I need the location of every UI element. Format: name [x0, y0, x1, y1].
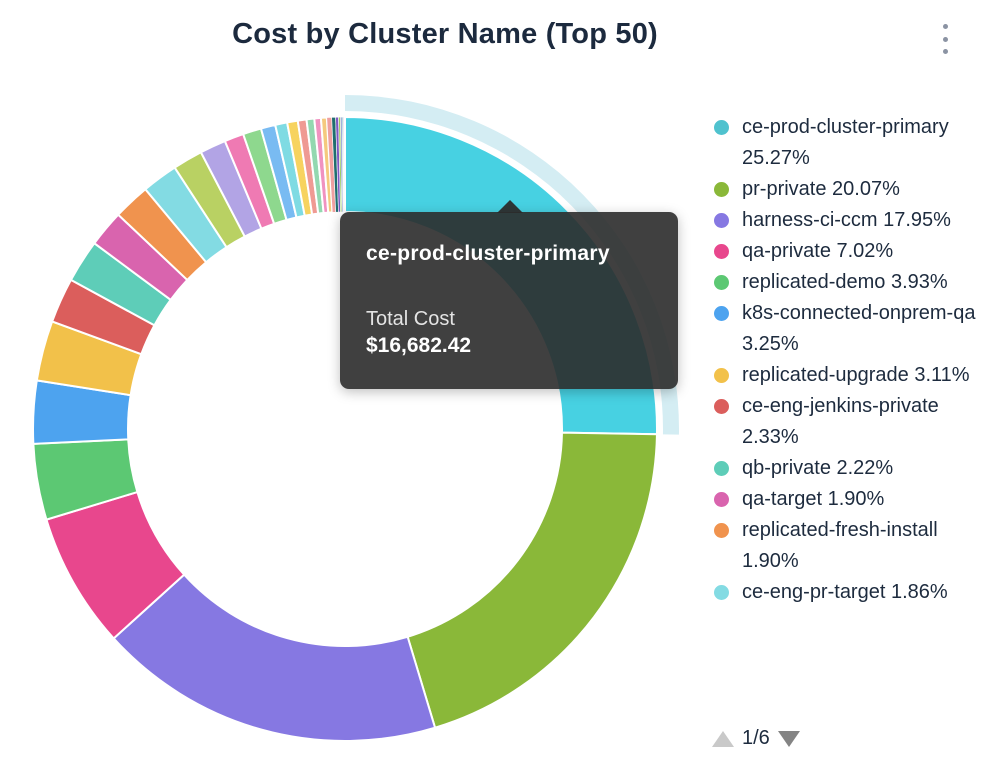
- legend-label: qb-private 2.22%: [742, 457, 894, 479]
- legend-dot-icon: [714, 368, 729, 383]
- pie-slice-pr-private[interactable]: [406, 431, 658, 729]
- legend-prev-button triangle-up-icon[interactable]: [712, 730, 734, 747]
- kebab-icon: [942, 24, 948, 29]
- legend-dot-icon: [714, 213, 729, 228]
- legend-dot-icon: [714, 275, 729, 290]
- legend-label: pr-private 20.07%: [742, 178, 900, 200]
- legend-items: ce-prod-cluster-primary 25.27% pr-private…: [712, 112, 978, 713]
- legend-page-indicator: 1/6: [742, 727, 770, 749]
- legend-label: ce-eng-jenkins-private 2.33%: [742, 395, 939, 448]
- legend-pager: 1/6: [712, 727, 800, 750]
- legend-dot-icon: [714, 399, 729, 414]
- legend-item-ce-eng-jenkins-private[interactable]: ce-eng-jenkins-private 2.33%: [712, 391, 978, 453]
- legend-dot-icon: [714, 306, 729, 321]
- legend-label: qa-private 7.02%: [742, 240, 894, 262]
- legend-dot-icon: [714, 244, 729, 259]
- tooltip-value: $16,682.42: [366, 334, 472, 357]
- kebab-icon: [942, 49, 948, 54]
- legend-label: replicated-upgrade 3.11%: [742, 364, 970, 386]
- legend-label: ce-prod-cluster-primary 25.27%: [742, 116, 949, 169]
- chart-title: Cost by Cluster Name (Top 50): [232, 18, 658, 50]
- legend-item-qa-private[interactable]: qa-private 7.02%: [712, 236, 978, 267]
- legend-item-ce-prod-cluster-primary[interactable]: ce-prod-cluster-primary 25.27%: [712, 112, 978, 174]
- legend-item-qb-private[interactable]: qb-private 2.22%: [712, 453, 978, 484]
- legend-label: harness-ci-ccm 17.95%: [742, 209, 951, 231]
- legend-dot-icon: [714, 523, 729, 538]
- legend-item-harness-ci-ccm[interactable]: harness-ci-ccm 17.95%: [712, 205, 978, 236]
- legend-label: qa-target 1.90%: [742, 488, 885, 510]
- tooltip-metric-label: Total Cost: [366, 308, 455, 330]
- legend-item-replicated-demo[interactable]: replicated-demo 3.93%: [712, 267, 978, 298]
- legend-label: replicated-fresh-install 1.90%: [742, 519, 938, 572]
- menu-button[interactable]: [936, 24, 954, 54]
- legend-item-pr-private[interactable]: pr-private 20.07%: [712, 174, 978, 205]
- legend-dot-icon: [714, 461, 729, 476]
- legend-label: ce-eng-pr-target 1.86%: [742, 581, 948, 603]
- legend-item-replicated-upgrade[interactable]: replicated-upgrade 3.11%: [712, 360, 978, 391]
- legend-item-replicated-fresh-install[interactable]: replicated-fresh-install 1.90%: [712, 515, 978, 577]
- donut-chart: [32, 95, 679, 742]
- chart-tooltip: ce-prod-cluster-primary Total Cost $16,6…: [340, 200, 678, 389]
- pie-slice-harness-ci-ccm[interactable]: [112, 573, 437, 742]
- legend-dot-icon: [714, 492, 729, 507]
- legend-label: k8s-connected-onprem-qa 3.25%: [742, 302, 976, 355]
- kebab-icon: [942, 36, 948, 42]
- tooltip-title: ce-prod-cluster-primary: [366, 242, 610, 265]
- legend-dot-icon: [714, 182, 729, 197]
- legend-item-ce-eng-pr-target[interactable]: ce-eng-pr-target 1.86%: [712, 577, 978, 608]
- legend-dot-icon: [714, 120, 729, 135]
- legend-item-qa-target[interactable]: qa-target 1.90%: [712, 484, 978, 515]
- legend-item-k8s-connected-onprem-qa[interactable]: k8s-connected-onprem-qa 3.25%: [712, 298, 978, 360]
- legend-label: replicated-demo 3.93%: [742, 271, 948, 293]
- legend-dot-icon: [714, 585, 729, 600]
- legend-next-button triangle-down-icon[interactable]: [777, 730, 800, 747]
